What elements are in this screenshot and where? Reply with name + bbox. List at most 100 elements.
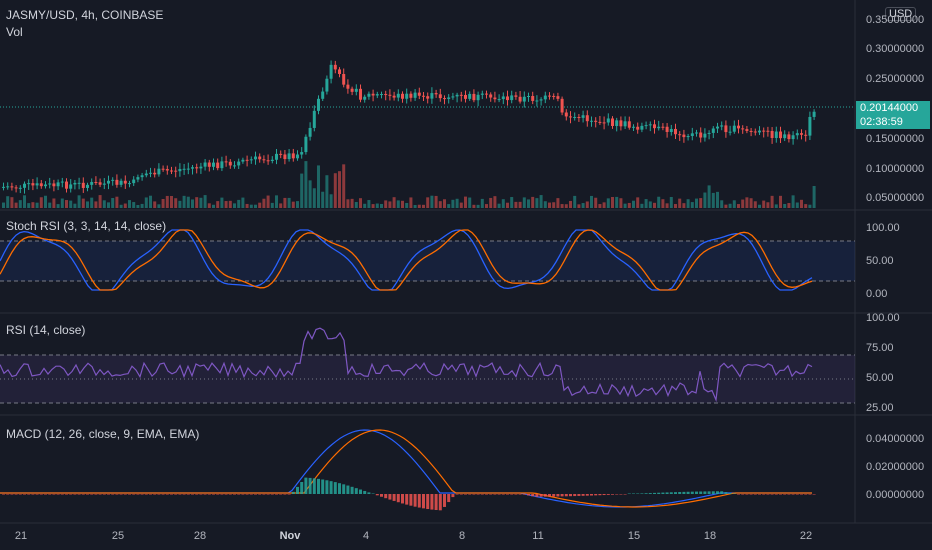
candle-body	[191, 167, 194, 169]
volume-bar	[648, 201, 652, 208]
macd-histogram-bar	[119, 494, 123, 495]
macd-histogram-bar	[514, 494, 518, 495]
volume-bar	[531, 196, 535, 208]
volume-bars	[2, 161, 816, 208]
macd-histogram-bar	[787, 494, 791, 495]
volume-bar	[237, 199, 241, 208]
macd-histogram-bar	[711, 491, 715, 494]
time-axis-label: 15	[627, 530, 641, 542]
macd-histogram-bar	[770, 494, 774, 495]
candle-body	[170, 170, 173, 172]
macd-histogram-bar	[417, 494, 421, 508]
rsi-title[interactable]: RSI (14, close)	[6, 323, 86, 337]
rsi-pane	[0, 327, 813, 403]
candle-body	[401, 93, 404, 99]
macd-histogram-bar	[669, 492, 673, 494]
volume-bar	[115, 196, 119, 208]
volume-bar	[493, 196, 497, 208]
macd-histogram-bar	[401, 494, 404, 504]
volume-bar	[31, 202, 35, 208]
macd-histogram-bar	[753, 494, 757, 495]
macd-histogram-bar	[422, 494, 425, 509]
macd-histogram-bar	[48, 494, 52, 495]
macd-histogram-bar	[732, 493, 736, 494]
volume-bar	[275, 195, 278, 208]
volume-bar	[535, 198, 539, 208]
stoch-rsi-title[interactable]: Stoch RSI (3, 3, 14, 14, close)	[6, 219, 167, 233]
time-axis-label: 11	[532, 530, 544, 542]
volume-bar	[413, 204, 417, 208]
candle-body	[707, 132, 711, 134]
macd-histogram-bar	[216, 494, 220, 495]
candle-body	[430, 93, 434, 99]
candle-body	[501, 96, 505, 100]
volume-bar	[98, 195, 102, 208]
volume-bar	[287, 197, 291, 208]
candle-body	[459, 94, 463, 96]
volume-bar	[396, 200, 400, 208]
volume-bar	[212, 204, 215, 208]
candle-body	[615, 120, 619, 127]
macd-histogram-bar	[191, 494, 194, 495]
macd-histogram-bar	[157, 494, 161, 495]
price-candles	[2, 60, 816, 194]
macd-histogram-bar	[590, 494, 593, 496]
candle-body	[27, 183, 31, 185]
macd-histogram-bar	[14, 494, 18, 495]
macd-histogram-bar	[98, 494, 102, 495]
candle-body	[10, 186, 14, 188]
volume-bar	[804, 204, 808, 208]
candle-body	[485, 93, 488, 95]
macd-histogram-bar	[161, 494, 165, 495]
volume-bar	[401, 200, 404, 208]
macd-histogram-bar	[39, 494, 43, 495]
candle-body	[518, 96, 522, 102]
currency-badge[interactable]: USD	[885, 7, 917, 21]
candle-body	[779, 131, 782, 139]
volume-bar	[720, 200, 724, 208]
macd-histogram-bar	[510, 494, 514, 495]
volume-bar	[774, 204, 778, 208]
volume-bar	[65, 200, 68, 208]
macd-histogram-bar	[409, 494, 413, 506]
macd-title[interactable]: MACD (12, 26, close, 9, EMA, EMA)	[6, 427, 200, 441]
candle-body	[283, 154, 287, 160]
macd-histogram-bar	[77, 494, 81, 495]
volume-bar	[388, 201, 392, 208]
candle-body	[468, 93, 472, 99]
symbol-title[interactable]: JASMY/USD, 4h, COINBASE	[6, 8, 164, 22]
macd-histogram-bar	[359, 489, 362, 494]
macd-histogram-bar	[35, 494, 39, 495]
candle-body	[182, 168, 186, 170]
volume-bar	[107, 202, 110, 208]
current-price-tag: 0.20144000	[856, 101, 930, 115]
candle-body	[493, 97, 497, 100]
volume-bar	[228, 200, 232, 208]
candle-body	[123, 180, 127, 184]
candle-body	[678, 134, 682, 136]
volume-bar	[56, 204, 60, 208]
candle-body	[287, 153, 291, 160]
candle-body	[254, 156, 257, 160]
macd-histogram-bar	[291, 491, 295, 494]
volume-bar	[195, 197, 199, 208]
candle-body	[686, 136, 690, 138]
macd-histogram-bar	[86, 494, 89, 495]
macd-histogram-bar	[174, 494, 178, 495]
candle-body	[795, 133, 799, 136]
candle-body	[186, 168, 190, 170]
candle-body	[178, 169, 182, 172]
volume-bar	[455, 198, 459, 208]
macd-histogram-bar	[703, 491, 707, 494]
volume-bar	[18, 200, 22, 208]
candle-body	[648, 124, 652, 126]
macd-histogram-bar	[720, 491, 724, 494]
volume-bar	[161, 198, 165, 208]
macd-histogram-bar	[333, 482, 337, 494]
volume-bar	[690, 202, 694, 208]
volume-bar	[585, 201, 589, 208]
candle-body	[405, 93, 409, 99]
volume-bar	[749, 198, 753, 208]
volume-bar	[153, 201, 157, 208]
